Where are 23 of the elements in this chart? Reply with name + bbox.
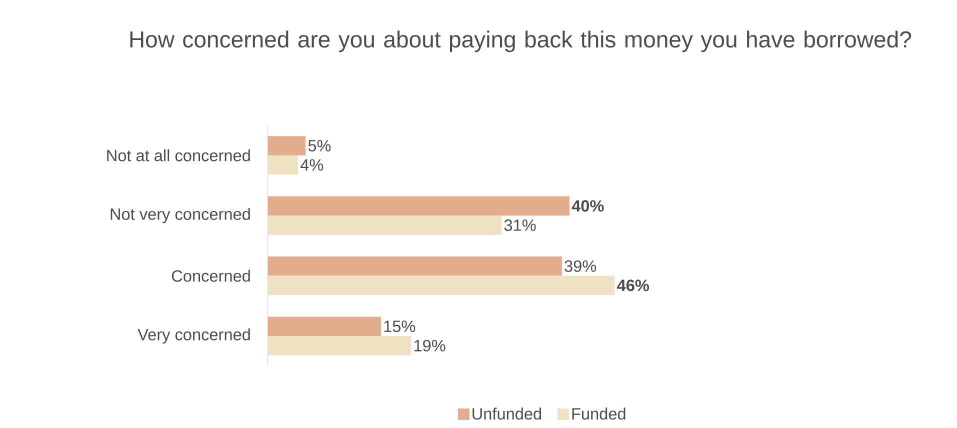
bar [268, 336, 412, 356]
chart-title: How concerned are you about paying back this money you have borrowed? [130, 30, 912, 52]
bar [268, 216, 502, 235]
bar [268, 256, 562, 276]
data-label: 15% [384, 320, 416, 332]
y-tick-label: Not at all concerned [107, 149, 250, 162]
data-label: 46% [617, 280, 650, 292]
bar [268, 276, 615, 296]
data-label: 5% [308, 140, 331, 152]
y-tick-label: Not very concerned [110, 208, 250, 224]
bar [268, 196, 570, 216]
data-label: 39% [564, 260, 596, 272]
bar [268, 155, 298, 175]
bar [268, 136, 306, 156]
y-tick-label: Very concerned [138, 328, 250, 344]
legend-label: Funded [572, 408, 626, 420]
data-label: 4% [300, 159, 324, 171]
y-tick-label: Concerned [172, 270, 250, 282]
data-label: 40% [572, 200, 604, 212]
data-label: 19% [414, 340, 446, 352]
data-label: 31% [504, 220, 536, 232]
legend-label: Unfunded [472, 408, 542, 420]
bar [268, 316, 381, 336]
